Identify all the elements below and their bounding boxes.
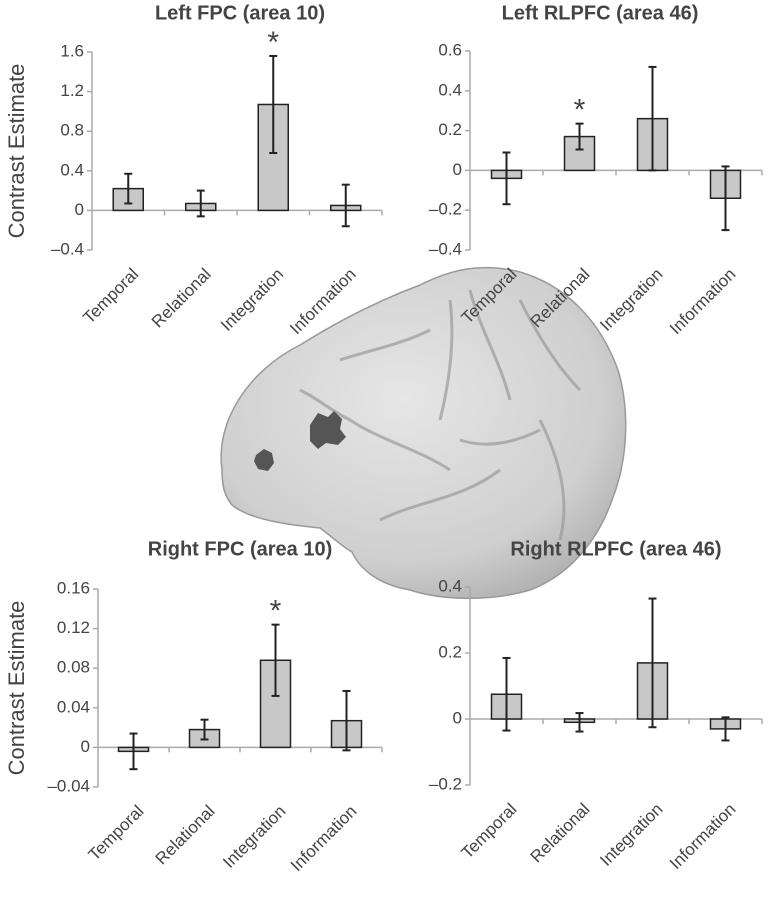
chart-title: Right RLPFC (area 46) xyxy=(510,538,721,560)
y-axis-label: Contrast Estimate xyxy=(4,601,29,776)
chart-title: Left RLPFC (area 46) xyxy=(502,2,699,24)
y-tick-label: 0.6 xyxy=(438,40,462,59)
x-tick-label: Integration xyxy=(596,800,666,870)
y-tick-label: 0.16 xyxy=(57,578,90,597)
brain-image xyxy=(220,266,627,599)
y-tick-label: –0.4 xyxy=(429,239,462,258)
y-tick-label: –0.2 xyxy=(429,200,462,219)
x-tick-label: Information xyxy=(287,802,361,876)
x-tick-label: Relational xyxy=(148,265,215,332)
significance-marker: * xyxy=(267,26,279,59)
y-tick-label: 0 xyxy=(453,160,462,179)
y-tick-label: 0 xyxy=(81,737,90,756)
y-tick-label: –0.2 xyxy=(429,774,462,793)
x-tick-label: Information xyxy=(666,800,740,874)
y-tick-label: 0.2 xyxy=(438,120,462,139)
x-tick-label: Integration xyxy=(217,265,287,335)
y-axis-label: Contrast Estimate xyxy=(4,64,29,239)
x-tick-label: Integration xyxy=(596,265,666,335)
y-tick-label: 0.04 xyxy=(57,697,90,716)
significance-marker: * xyxy=(270,595,282,628)
y-tick-label: 0.4 xyxy=(438,80,462,99)
y-tick-label: –0.04 xyxy=(47,776,90,795)
y-tick-label: 0.8 xyxy=(60,121,84,140)
y-tick-label: 1.6 xyxy=(60,41,84,60)
y-tick-label: 0.2 xyxy=(438,642,462,661)
significance-marker: * xyxy=(574,94,586,127)
x-tick-label: Temporal xyxy=(85,802,148,865)
y-tick-label: 0.4 xyxy=(60,160,84,179)
y-tick-label: 0 xyxy=(453,708,462,727)
x-tick-label: Temporal xyxy=(79,265,142,328)
x-tick-label: Information xyxy=(666,265,740,339)
x-tick-label: Relational xyxy=(527,800,594,867)
y-tick-label: –0.4 xyxy=(51,239,84,258)
y-tick-label: 0.12 xyxy=(57,618,90,637)
x-tick-label: Temporal xyxy=(458,800,521,863)
y-tick-label: 0.4 xyxy=(438,576,462,595)
chart-title: Right FPC (area 10) xyxy=(148,538,332,560)
chart-title: Left FPC (area 10) xyxy=(155,2,325,24)
y-tick-label: 1.2 xyxy=(60,81,84,100)
y-tick-label: 0.08 xyxy=(57,658,90,677)
y-tick-label: 0 xyxy=(75,200,84,219)
x-tick-label: Relational xyxy=(152,802,219,869)
x-tick-label: Integration xyxy=(219,802,289,872)
